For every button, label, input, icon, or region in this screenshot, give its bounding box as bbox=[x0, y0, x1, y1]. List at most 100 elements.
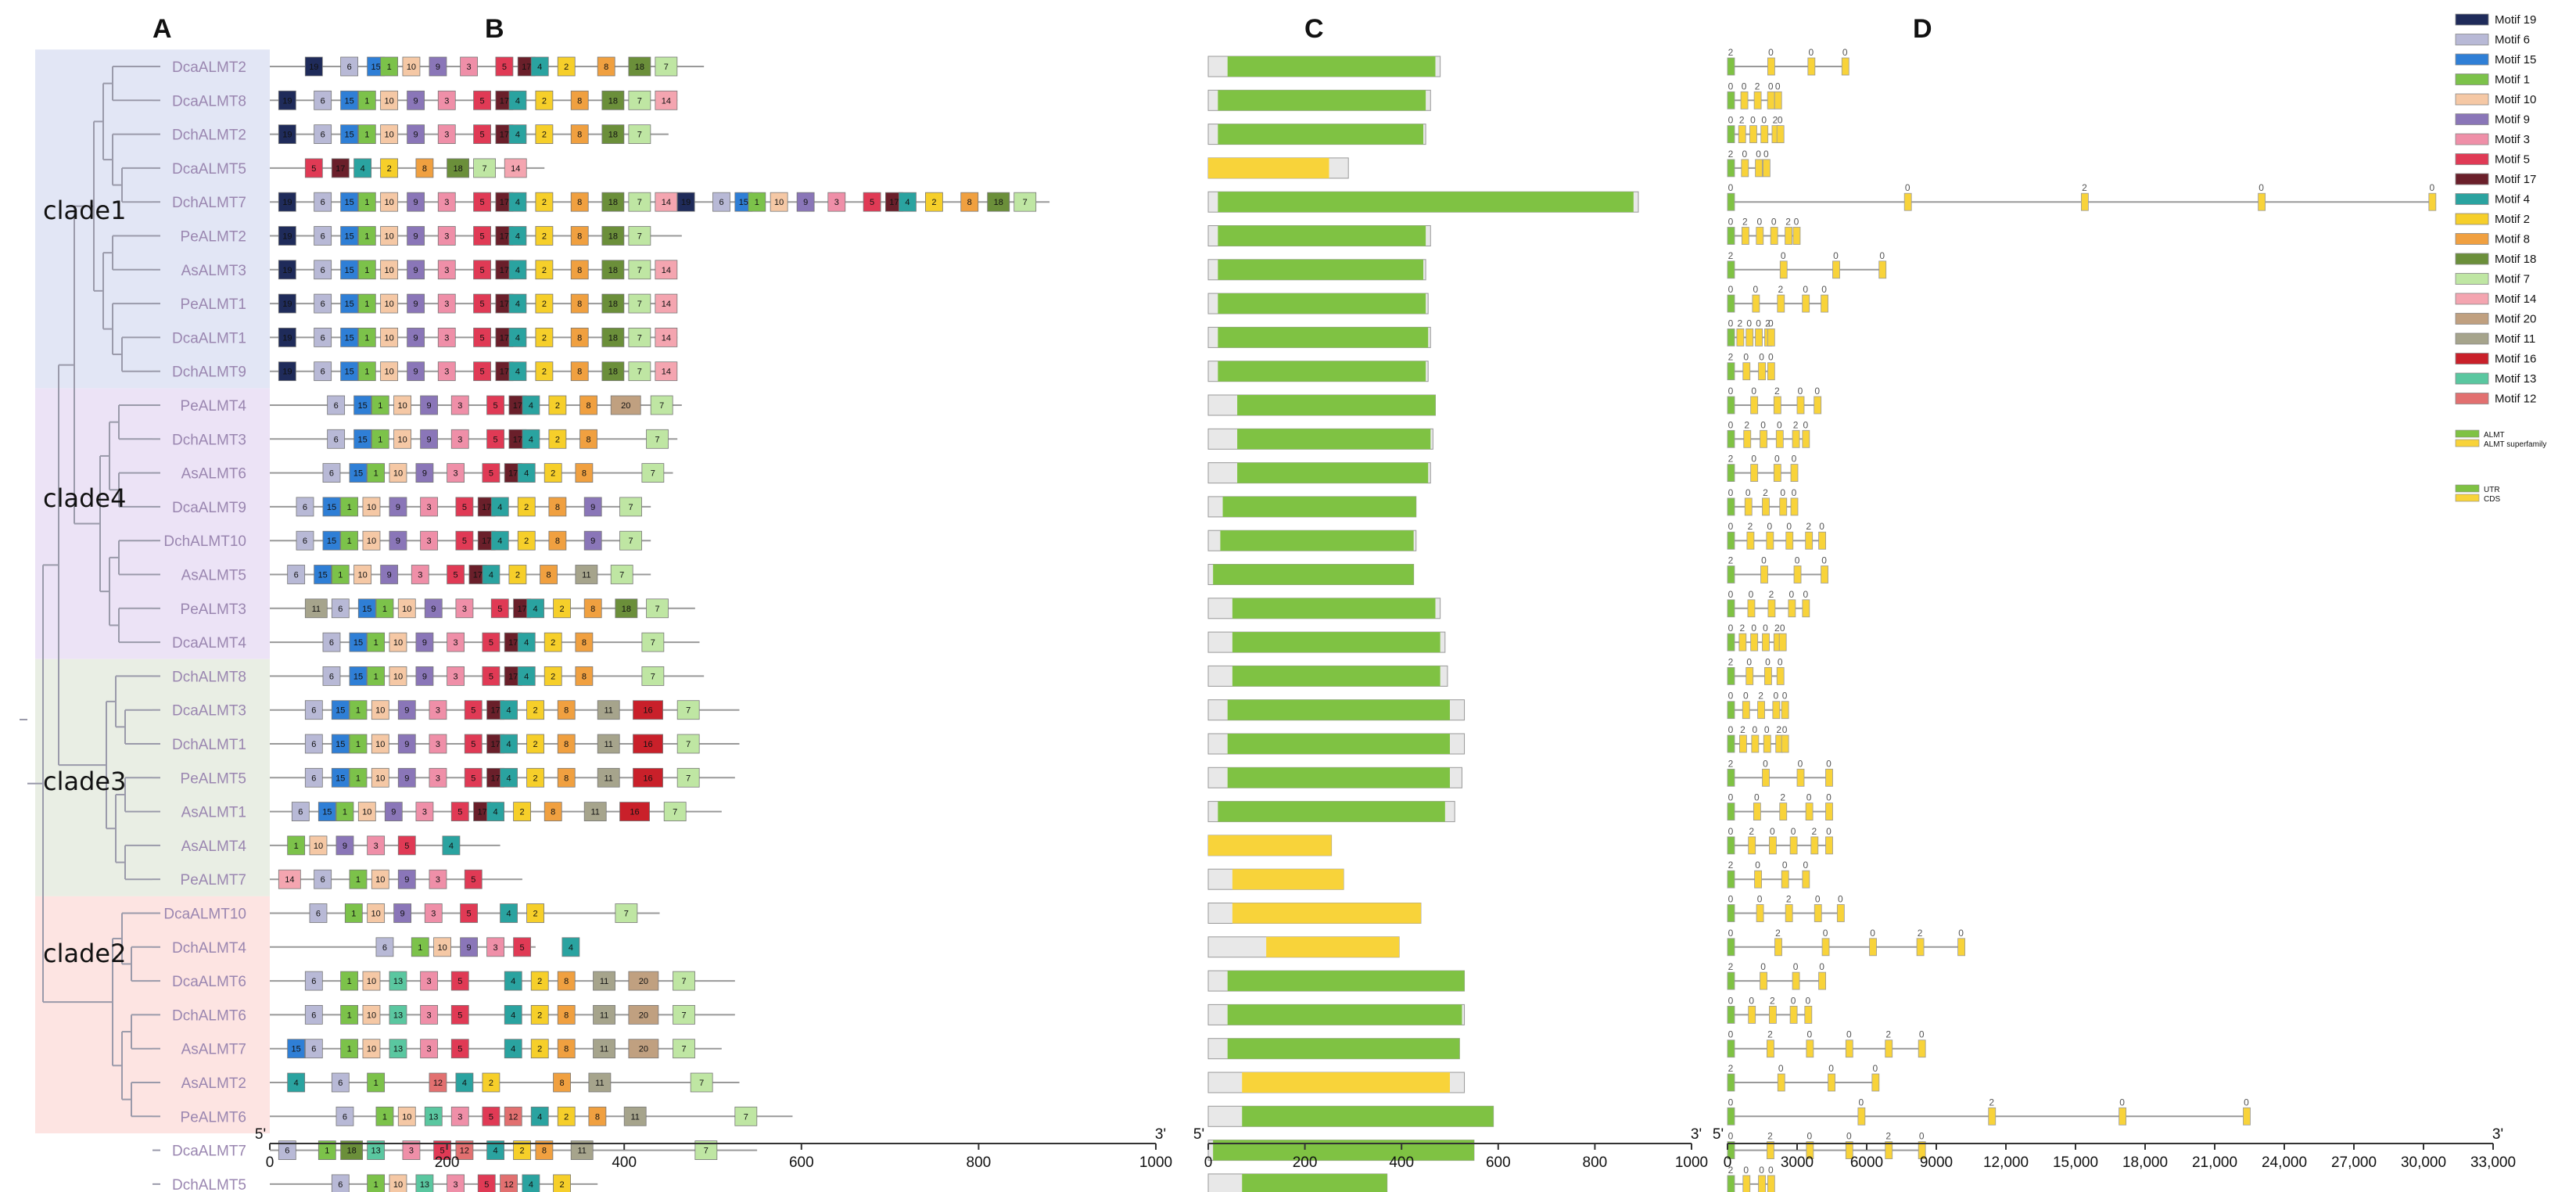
legend-label: Motif 19 bbox=[2495, 13, 2536, 27]
motif-box bbox=[304, 767, 323, 788]
motif-number: 18 bbox=[994, 198, 1003, 207]
motif-number: 13 bbox=[420, 1180, 429, 1190]
almt-domain bbox=[1218, 259, 1424, 280]
exon-box bbox=[1767, 599, 1776, 618]
axis-d-tick-label: 9000 bbox=[1920, 1154, 1953, 1171]
intron-phase: 2 bbox=[1728, 656, 1734, 667]
exon-box bbox=[1777, 294, 1785, 313]
motif-number: 2 bbox=[537, 977, 542, 986]
motif-number: 5 bbox=[480, 96, 485, 106]
motif-box bbox=[357, 802, 376, 821]
motif-box bbox=[331, 158, 350, 178]
motif-box bbox=[526, 903, 544, 923]
motif-number: 17 bbox=[500, 333, 509, 343]
motif-box bbox=[544, 802, 562, 821]
motif-number: 8 bbox=[547, 571, 551, 580]
motif-box bbox=[601, 327, 625, 347]
motif-number: 1 bbox=[347, 503, 352, 512]
motif-number: 9 bbox=[404, 740, 409, 749]
gene-row: DcaALMT2 19 6 15 1 10 9 3 5 17 4 2 8 18 7 2 0 0 0 bbox=[152, 47, 1849, 77]
motif-number: 11 bbox=[582, 571, 590, 580]
clade-label-clade2: clade2 bbox=[43, 939, 126, 968]
motif-number: 7 bbox=[651, 469, 655, 479]
legend-label-utr: UTR bbox=[2484, 486, 2500, 494]
motif-box bbox=[530, 1106, 549, 1126]
exon-box bbox=[1762, 768, 1770, 787]
almt-domain bbox=[1218, 124, 1424, 145]
motif-number: 4 bbox=[524, 469, 529, 479]
almt-domain bbox=[1227, 767, 1450, 788]
motif-number: 7 bbox=[655, 435, 659, 444]
motif-box bbox=[304, 1005, 323, 1025]
motif-box bbox=[517, 463, 536, 483]
almt-domain bbox=[1242, 1106, 1494, 1127]
motif-box bbox=[508, 124, 527, 145]
gene-label: DchALMT2 bbox=[172, 127, 246, 144]
intron-phase: 0 bbox=[1919, 1131, 1925, 1142]
motif-box bbox=[407, 90, 425, 110]
intron-phase: 0 bbox=[1728, 623, 1734, 634]
gene-row: DcaALMT8 19 6 15 1 10 9 3 5 17 4 2 8 18 7 140 0 2 0 0 bbox=[152, 81, 1782, 111]
motif-box bbox=[557, 1039, 576, 1059]
panel-letter-a: A bbox=[152, 14, 172, 44]
motif-box bbox=[734, 1106, 758, 1126]
motif-box bbox=[393, 903, 412, 923]
motif-number: 11 bbox=[604, 774, 612, 783]
exon-box bbox=[1764, 667, 1772, 685]
legend-label-almt: ALMT bbox=[2484, 431, 2505, 440]
motif-number: 2 bbox=[533, 774, 538, 783]
motif-number: 3 bbox=[436, 774, 440, 783]
motif-number: 15 bbox=[327, 503, 336, 512]
exon-box bbox=[1762, 497, 1770, 516]
motif-number: 7 bbox=[744, 1112, 748, 1122]
motif-box bbox=[393, 429, 412, 449]
motif-number: 3 bbox=[427, 977, 432, 986]
intron-phase: 0 bbox=[1764, 724, 1770, 735]
intron-phase: 0 bbox=[1809, 47, 1814, 58]
motif-number: 1 bbox=[364, 232, 369, 242]
motif-number: 8 bbox=[577, 198, 582, 207]
motif-number: 10 bbox=[385, 333, 394, 343]
motif-box bbox=[357, 192, 376, 212]
intron-phase: 2 bbox=[1763, 487, 1768, 498]
motif-number: 15 bbox=[353, 469, 363, 479]
motif-number: 2 bbox=[520, 1147, 525, 1156]
motif-box bbox=[504, 1039, 522, 1059]
motif-box bbox=[796, 192, 815, 212]
motif-number: 10 bbox=[314, 842, 323, 851]
motif-box bbox=[331, 565, 350, 584]
motif-box bbox=[389, 1039, 407, 1059]
motif-number: 8 bbox=[422, 164, 427, 174]
legend-label: Motif 18 bbox=[2495, 253, 2536, 266]
motif-box bbox=[673, 971, 695, 991]
exon-box bbox=[1727, 429, 1735, 448]
intron-phase: 0 bbox=[1823, 928, 1828, 939]
intron-phase: 0 bbox=[1774, 454, 1780, 465]
intron-phase: 0 bbox=[2119, 1097, 2125, 1108]
motif-number: 1 bbox=[364, 300, 369, 309]
motif-number: 8 bbox=[564, 977, 569, 986]
motif-number: 4 bbox=[529, 401, 533, 411]
intron-phase: 0 bbox=[1728, 521, 1734, 532]
exon-box bbox=[1727, 1141, 1735, 1159]
intron-phase: 2 bbox=[1728, 758, 1734, 769]
intron-phase: 0 bbox=[1793, 961, 1799, 972]
axis-c-tick-label: 400 bbox=[1389, 1154, 1414, 1171]
intron-phase: 2 bbox=[1765, 318, 1771, 329]
gene-label: DcaALMT10 bbox=[163, 907, 246, 923]
motif-box bbox=[655, 327, 678, 347]
motif-box bbox=[863, 192, 881, 212]
intron-phase: 0 bbox=[1792, 487, 1797, 498]
motif-box bbox=[553, 598, 571, 619]
motif-number: 6 bbox=[719, 198, 723, 207]
legend-swatch bbox=[2455, 213, 2489, 225]
motif-number: 19 bbox=[282, 131, 292, 140]
motif-number: 6 bbox=[321, 131, 325, 140]
legend-swatch bbox=[2455, 313, 2489, 325]
motif-box bbox=[331, 700, 350, 720]
motif-box bbox=[380, 124, 399, 145]
motif-number: 3 bbox=[457, 401, 462, 411]
motif-number: 9 bbox=[404, 706, 409, 716]
legend-swatch bbox=[2455, 393, 2489, 404]
exon-box bbox=[1776, 125, 1785, 144]
